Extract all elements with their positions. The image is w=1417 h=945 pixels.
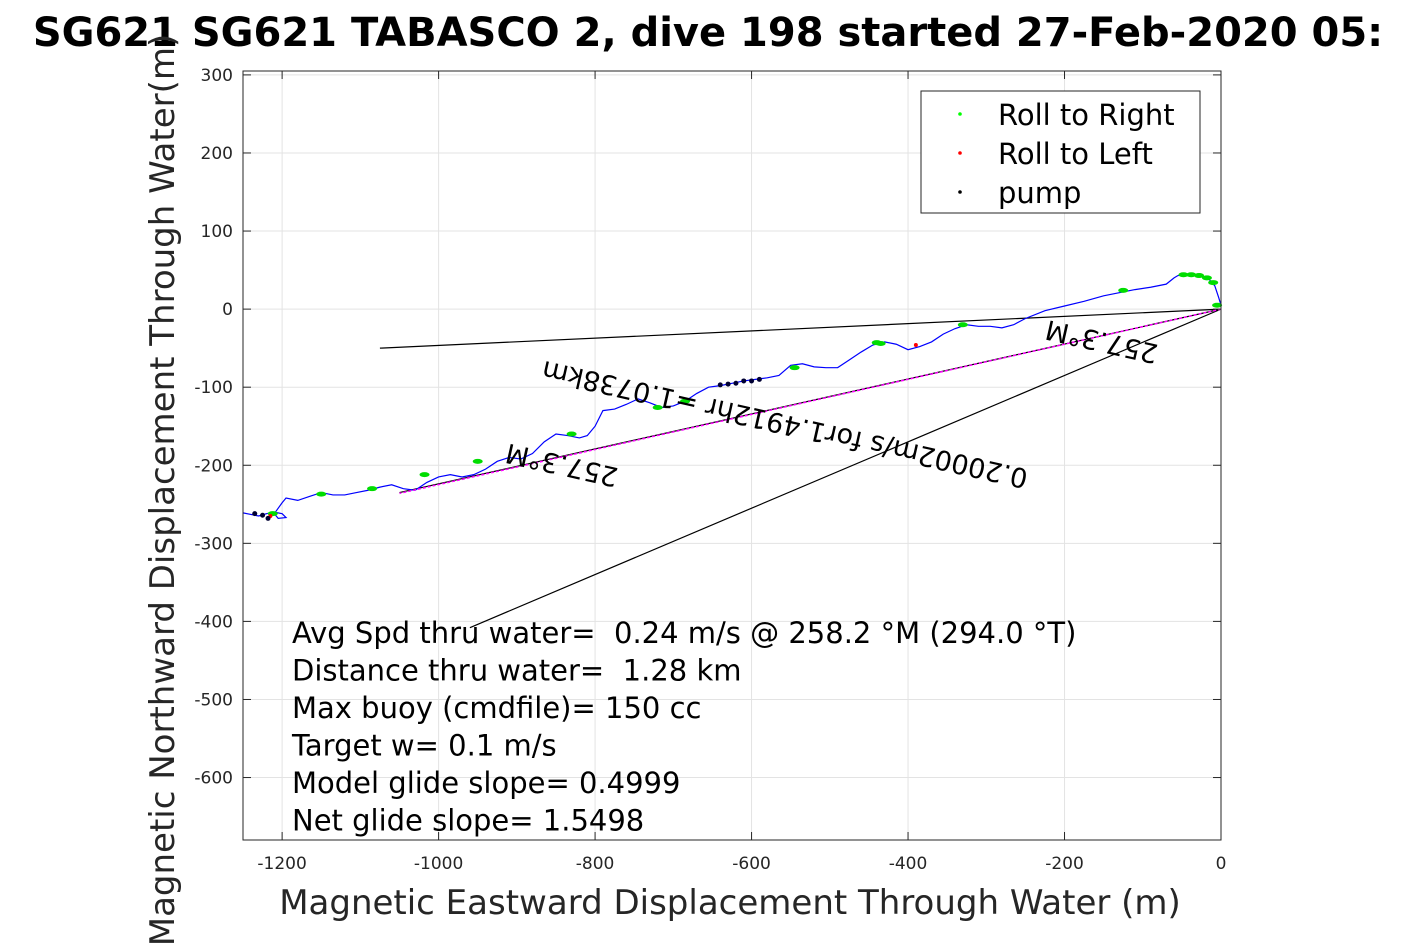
legend-marker [958,190,962,194]
roll-right-point [1194,273,1205,279]
pump-point [749,378,755,384]
roll-right-point [1212,302,1223,308]
axes-box [242,70,1222,841]
axis-ticks: -1200 -1000 -800 -600 -400 -200 0 300 200 100 0 -10… [194,66,1226,874]
pump-point [265,515,271,521]
heading-line [399,308,1222,495]
reference-line [469,308,1222,629]
legend-marker [958,112,962,116]
pump-point [741,378,747,384]
chart-title: SG621 SG621 TABASCO 2, dive 198 started … [33,10,1383,56]
y-tick-label: -200 [194,456,233,476]
pump-point [725,381,731,387]
y-tick-label: -400 [194,612,233,632]
x-axis-label: Magnetic Eastward Displacement Through W… [279,883,1181,923]
legend-label: Roll to Right [998,98,1175,132]
y-tick-label: -500 [194,690,233,710]
y-tick-label: -300 [194,534,233,554]
pump-point [756,376,762,382]
roll-left-point [913,343,918,348]
legend: Roll to Right Roll to Left pump [920,90,1201,214]
stats-line: Model glide slope= 0.4999 [292,766,680,800]
x-tick-label: -400 [889,854,928,874]
roll-right-point [680,398,691,404]
heading-annotation: 257.3°M [503,437,621,492]
y-tick-label: -600 [194,769,233,789]
roll-markers [252,272,1223,521]
roll-right-point [472,458,483,464]
roll-right-point [957,322,968,328]
legend-label: Roll to Left [998,137,1153,171]
x-tick-label: 0 [1216,854,1227,874]
roll-right-point [1118,287,1129,293]
stats-line: Target w= 0.1 m/s [291,729,557,763]
roll-right-point [871,340,882,346]
pump-point [260,512,266,518]
stats-text-block: Avg Spd thru water= 0.24 m/s @ 258.2 °M … [291,616,1076,838]
pump-point [252,511,258,517]
roll-right-point [419,472,430,478]
stats-line: Distance thru water= 1.28 km [292,654,742,688]
legend-box [920,90,1201,214]
y-axis-label: Magnetic Northward Displacement Through … [143,34,183,945]
roll-right-point [367,486,378,492]
stats-line: Max buoy (cmdfile)= 150 cc [292,691,701,725]
y-tick-label: 100 [201,222,233,242]
legend-marker [958,151,962,155]
x-tick-label: -1000 [414,854,463,874]
roll-right-point [789,365,800,371]
roll-right-point [1186,272,1197,278]
pump-point [717,382,723,388]
reference-line [379,308,1222,349]
stats-line: Avg Spd thru water= 0.24 m/s @ 258.2 °M … [292,616,1076,650]
pump-point [733,380,739,386]
y-tick-label: 200 [201,144,233,164]
roll-right-point [316,491,327,497]
x-tick-label: -600 [732,854,771,874]
roll-right-point [566,431,577,437]
x-tick-label: -800 [576,854,615,874]
legend-label: pump [998,176,1081,210]
y-tick-label: 300 [201,66,233,86]
roll-right-point [1208,280,1219,286]
roll-right-point [1178,272,1189,278]
y-tick-label: 0 [222,300,233,320]
x-tick-label: -1200 [257,854,306,874]
x-tick-label: -200 [1045,854,1084,874]
roll-right-point [652,404,663,410]
roll-right-point [1201,275,1212,281]
stats-line: Net glide slope= 1.5498 [292,804,644,838]
y-tick-label: -100 [194,378,233,398]
